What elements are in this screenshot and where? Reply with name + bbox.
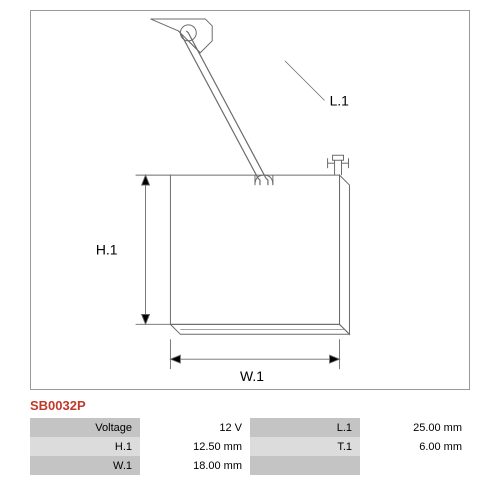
dim-label-width: W.1 — [240, 368, 264, 384]
spec-value: 25.00 mm — [360, 418, 470, 437]
spec-value: 18.00 mm — [140, 456, 250, 475]
drawing-svg: H.1 W.1 L.1 — [31, 11, 469, 389]
spec-value: 12.50 mm — [140, 437, 250, 456]
spec-label: Voltage — [30, 418, 140, 437]
table-row: H.1 12.50 mm T.1 6.00 mm — [30, 437, 470, 456]
table-row: W.1 18.00 mm — [30, 456, 470, 475]
spec-label: T.1 — [250, 437, 360, 456]
spec-label: L.1 — [250, 418, 360, 437]
spec-label: H.1 — [30, 437, 140, 456]
table-row: Voltage 12 V L.1 25.00 mm — [30, 418, 470, 437]
spec-value — [360, 456, 470, 475]
spec-table: Voltage 12 V L.1 25.00 mm H.1 12.50 mm T… — [30, 418, 470, 475]
spec-label — [250, 456, 360, 475]
spec-label: W.1 — [30, 456, 140, 475]
spec-value: 12 V — [140, 418, 250, 437]
technical-drawing: H.1 W.1 L.1 — [30, 10, 470, 390]
part-code: SB0032P — [30, 398, 86, 413]
dim-label-height: H.1 — [96, 242, 118, 258]
dim-label-length: L.1 — [330, 93, 350, 109]
spec-value: 6.00 mm — [360, 437, 470, 456]
